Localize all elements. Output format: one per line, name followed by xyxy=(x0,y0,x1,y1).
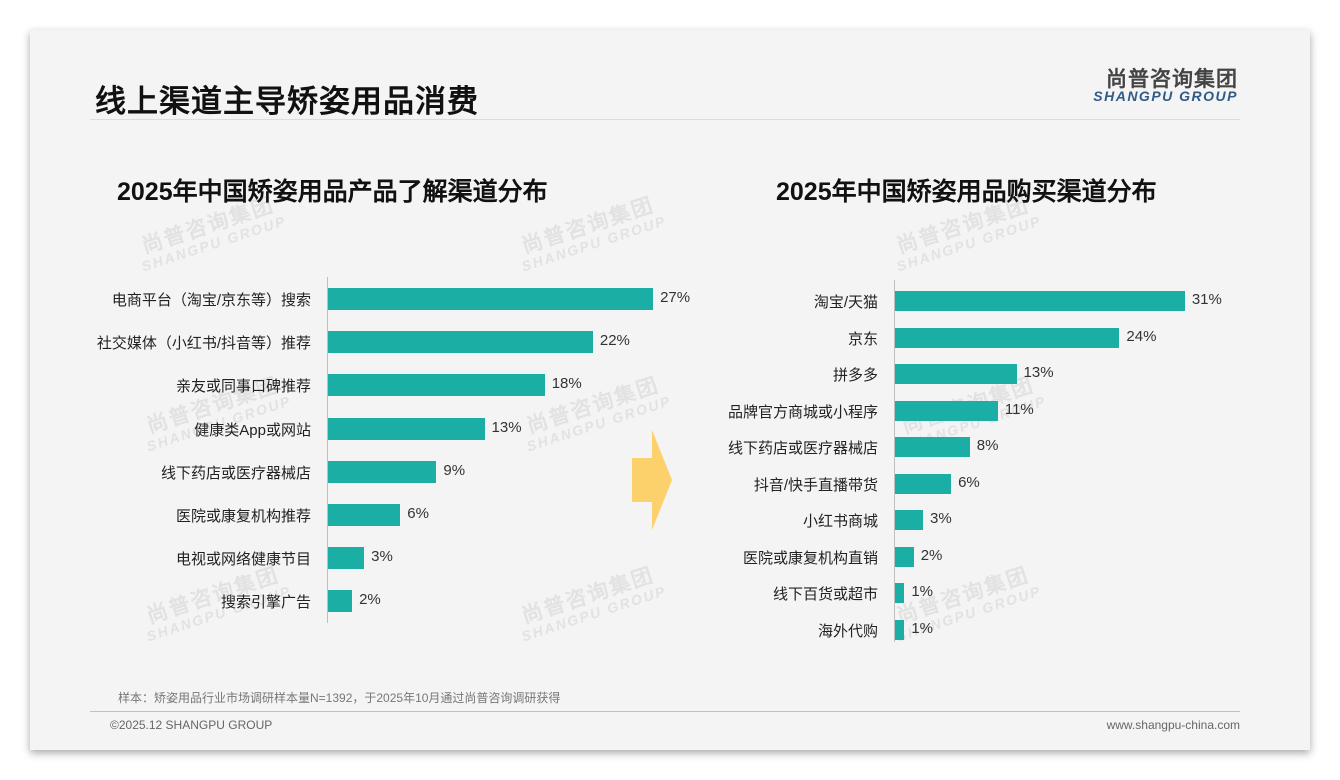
logo-en: SHANGPU GROUP xyxy=(1093,88,1238,104)
bar xyxy=(895,327,1120,348)
bar xyxy=(328,547,365,570)
category-label: 淘宝/天猫 xyxy=(813,294,878,311)
footer-divider xyxy=(90,711,1240,712)
category-label: 抖音/快手直播带货 xyxy=(753,476,878,494)
data-label: 2% xyxy=(359,591,381,609)
bar xyxy=(895,473,952,494)
data-label: 3% xyxy=(930,510,952,527)
category-label: 搜索引擎广告 xyxy=(220,594,311,612)
category-label: 医院或康复机构推荐 xyxy=(175,508,311,525)
y-axis-line xyxy=(894,280,895,642)
data-label: 13% xyxy=(491,418,522,436)
category-label: 线下药店或医疗器械店 xyxy=(727,440,878,457)
category-label: 线下药店或医疗器械店 xyxy=(160,464,311,482)
bar xyxy=(328,374,545,397)
logo-cn: 尚普咨询集团 xyxy=(1106,68,1238,91)
category-label: 线下百货或超市 xyxy=(772,586,878,603)
data-label: 8% xyxy=(976,437,999,454)
bar xyxy=(328,288,654,310)
category-label: 健康类App或网站 xyxy=(194,421,311,439)
category-label: 电商平台（淘宝/京东等）搜索 xyxy=(111,292,311,309)
bar xyxy=(895,583,905,603)
category-label: 医院或康复机构直销 xyxy=(742,549,878,567)
category-label: 小红书商城 xyxy=(802,513,878,530)
bar xyxy=(895,291,1185,311)
bar xyxy=(895,510,924,530)
data-label: 31% xyxy=(1191,291,1222,308)
data-label: 3% xyxy=(371,548,393,566)
data-label: 6% xyxy=(407,505,429,522)
y-axis-line xyxy=(327,277,328,623)
category-label: 社交媒体（小红书/抖音等）推荐 xyxy=(96,335,311,353)
category-label: 亲友或同事口碑推荐 xyxy=(175,378,311,396)
data-label: 24% xyxy=(1126,327,1157,345)
header-divider xyxy=(90,119,1240,120)
bar xyxy=(328,331,593,354)
data-label: 9% xyxy=(443,461,466,479)
category-label: 京东 xyxy=(847,330,878,348)
bar xyxy=(895,546,914,567)
chart-title-purchase: 2025年中国矫姿用品购买渠道分布 xyxy=(776,178,1157,206)
copyright: ©2025.12 SHANGPU GROUP xyxy=(110,718,273,732)
category-label: 海外代购 xyxy=(817,622,878,640)
bar xyxy=(895,400,998,421)
bar xyxy=(328,417,485,440)
chart-title-awareness: 2025年中国矫姿用品产品了解渠道分布 xyxy=(117,178,548,206)
bar xyxy=(895,619,905,640)
category-label: 拼多多 xyxy=(832,367,878,384)
data-label: 13% xyxy=(1023,364,1054,381)
sample-note: 样本：矫姿用品行业市场调研样本量N=1392，于2025年10月通过尚普咨询调研… xyxy=(118,691,561,705)
data-label: 2% xyxy=(920,546,943,564)
website-link[interactable]: www.shangpu-china.com xyxy=(1106,718,1240,732)
bar xyxy=(328,460,437,483)
bar xyxy=(895,437,970,457)
arrow-right-icon xyxy=(632,430,672,530)
category-label: 电视或网络健康节目 xyxy=(175,551,311,569)
data-label: 22% xyxy=(599,332,630,350)
slide: 尚普咨询集团 SHANGPU GROUP 尚普咨询集团 SHANGPU GROUP … xyxy=(30,30,1310,750)
data-label: 27% xyxy=(660,289,691,306)
category-label: 品牌官方商城或小程序 xyxy=(727,403,878,421)
data-label: 6% xyxy=(958,473,980,491)
data-label: 18% xyxy=(551,375,582,393)
data-label: 1% xyxy=(911,583,934,600)
bar xyxy=(328,504,401,526)
bar xyxy=(895,364,1017,384)
bar xyxy=(328,590,353,613)
data-label: 11% xyxy=(1004,400,1034,418)
data-label: 1% xyxy=(911,619,934,637)
page-title: 线上渠道主导矫姿用品消费 xyxy=(95,84,479,119)
